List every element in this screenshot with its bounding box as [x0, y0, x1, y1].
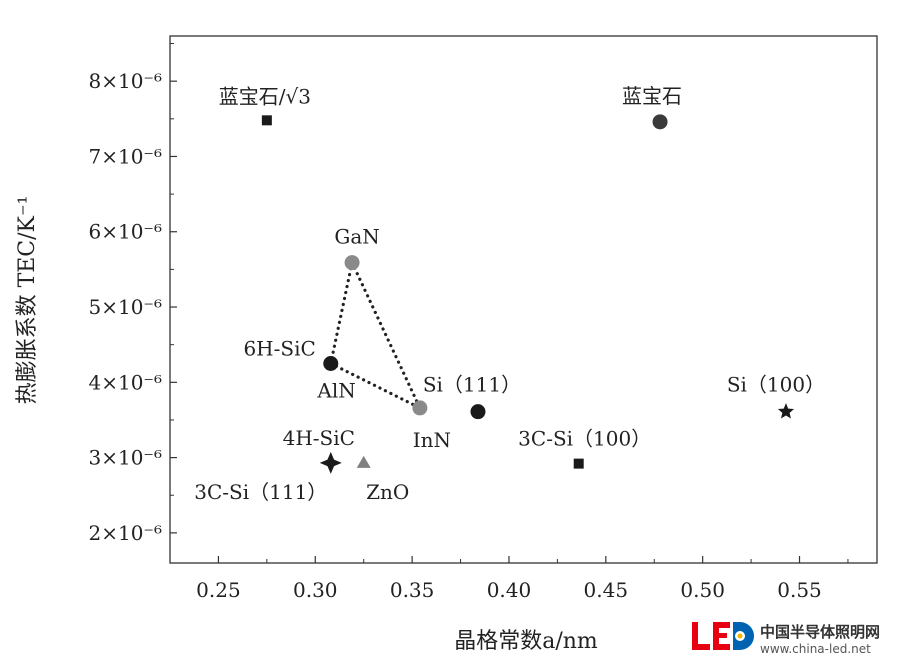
point-marker [412, 400, 428, 416]
x-tick-label: 0.45 [584, 578, 629, 602]
x-tick-label: 0.30 [293, 578, 338, 602]
watermark-cn-text: 中国半导体照明网 [760, 623, 880, 641]
point-label: Si（111） [423, 373, 521, 397]
point-marker [652, 114, 668, 130]
point-marker [356, 455, 371, 468]
point-marker [573, 458, 584, 469]
point-label: AlN [316, 378, 355, 402]
point-marker [344, 255, 360, 271]
logo-l-bar [692, 622, 698, 650]
y-axis-ticks: 2×10⁻⁶ 3×10⁻⁶ 4×10⁻⁶ 5×10⁻⁶ 6×10⁻⁶ 7×10⁻⁶ 8×10… [88, 43, 177, 545]
y-tick-label: 4×10⁻⁶ [88, 370, 162, 394]
logo-e-top [713, 622, 730, 628]
data-points [261, 114, 795, 474]
point-label: InN [413, 428, 451, 452]
y-tick-label: 8×10⁻⁶ [88, 69, 162, 93]
y-tick-label: 2×10⁻⁶ [88, 521, 162, 545]
point-label: 3C-Si（111） [194, 480, 327, 504]
plot-frame [169, 35, 878, 564]
x-tick-label: 0.35 [390, 578, 435, 602]
watermark-logo [692, 622, 754, 650]
logo-e-bot [713, 644, 730, 650]
x-tick-label: 0.50 [680, 578, 725, 602]
point-label: GaN [334, 225, 379, 249]
point-marker [323, 355, 339, 371]
point-label: 蓝宝石 [622, 84, 682, 108]
triangle-connectors [329, 261, 422, 410]
connector-line [329, 261, 354, 366]
logo-e-mid [713, 633, 727, 638]
x-axis-label: 晶格常数a/nm [454, 629, 598, 654]
y-tick-label: 3×10⁻⁶ [88, 446, 162, 470]
x-tick-label: 0.40 [487, 578, 532, 602]
x-axis-ticks: 0.25 0.30 0.35 0.40 0.45 0.50 0.55 [196, 556, 849, 602]
point-label: 蓝宝石/√3 [219, 84, 311, 108]
point-label: 3C-Si（100） [518, 427, 651, 451]
logo-d-core [737, 633, 743, 639]
logo-l-foot [692, 644, 710, 650]
x-tick-label: 0.55 [777, 578, 822, 602]
y-tick-label: 5×10⁻⁶ [88, 295, 162, 319]
point-marker [777, 403, 795, 419]
point-label: Si（100） [727, 373, 825, 397]
point-marker [470, 404, 486, 420]
y-tick-label: 6×10⁻⁶ [88, 220, 162, 244]
y-tick-label: 7×10⁻⁶ [88, 144, 162, 168]
point-marker [319, 451, 342, 474]
point-label: 6H-SiC [243, 336, 315, 360]
connector-line [329, 361, 422, 410]
point-marker [261, 115, 272, 126]
x-tick-label: 0.25 [196, 578, 241, 602]
y-axis-label: 热膨胀系数 TEC/K⁻¹ [15, 196, 40, 405]
point-label: 4H-SiC [283, 426, 355, 450]
watermark-url-text: www.china-led.net [760, 642, 871, 656]
point-label: ZnO [366, 480, 409, 504]
connector-line [350, 261, 422, 410]
